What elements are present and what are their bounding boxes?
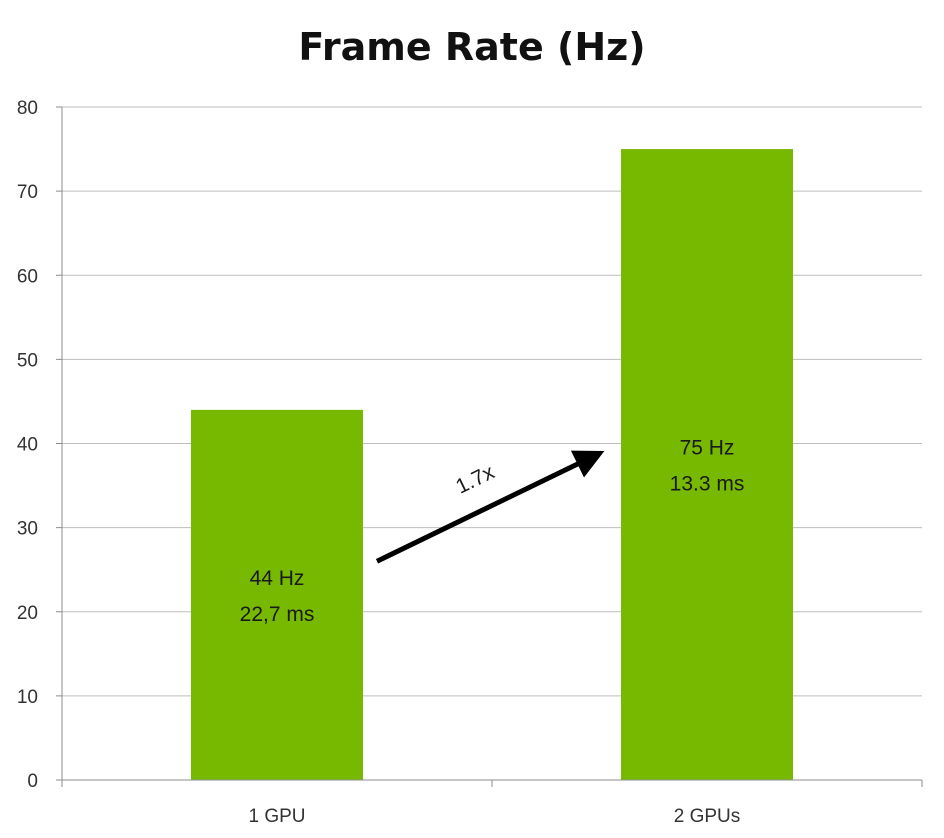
y-tick-label: 70 — [17, 182, 38, 203]
y-tick-label: 20 — [17, 603, 38, 624]
y-tick-label: 0 — [27, 771, 38, 792]
bars: 44 Hz 22,7 ms 75 Hz 13.3 ms — [191, 149, 793, 780]
bar-data-label: 22,7 ms — [240, 603, 315, 626]
bar-1 — [191, 409, 363, 780]
bar-2 — [621, 149, 793, 780]
y-tick-label: 10 — [17, 687, 38, 708]
arrow-line — [375, 450, 605, 564]
x-category-label: 2 GPUs — [674, 806, 741, 827]
chart-title: Frame Rate (Hz) — [298, 25, 645, 69]
bar-data-label: 75 Hz — [680, 437, 735, 460]
y-tick-label: 50 — [17, 350, 38, 371]
speedup-label: 1.7x — [452, 460, 498, 498]
y-tick-label: 80 — [17, 98, 38, 119]
y-tick-label: 30 — [17, 519, 38, 540]
y-axis-ticks: 0 10 20 30 40 50 60 70 80 — [17, 98, 62, 792]
x-axis: 1 GPU 2 GPUs — [61, 107, 923, 827]
bar-data-label: 13.3 ms — [670, 473, 745, 496]
x-category-label: 1 GPU — [248, 806, 305, 827]
y-tick-label: 40 — [17, 435, 38, 456]
bar-data-label: 44 Hz — [250, 567, 305, 590]
speedup-annotation: 1.7x — [375, 450, 605, 564]
y-tick-label: 60 — [17, 266, 38, 287]
